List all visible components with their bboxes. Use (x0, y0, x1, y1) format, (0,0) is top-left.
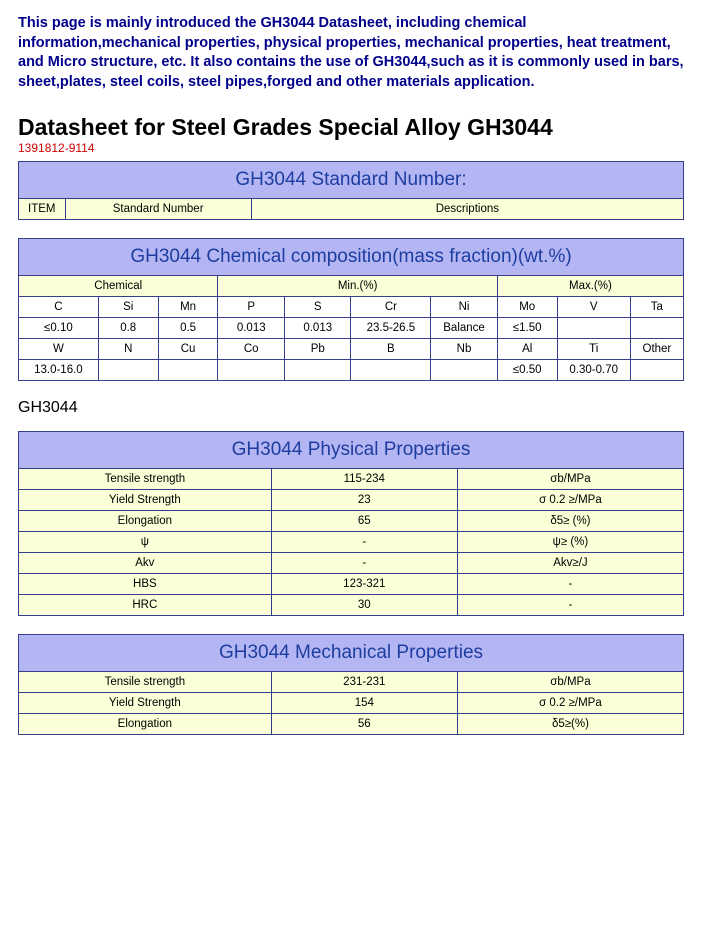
chem-group-max: Max.(%) (497, 276, 683, 297)
chem-values-row2: 13.0-16.0 ≤0.50 0.30-0.70 (19, 360, 684, 381)
chem-elements-row2: W N Cu Co Pb B Nb Al Ti Other (19, 339, 684, 360)
intro-paragraph: This page is mainly introduced the GH304… (18, 14, 684, 92)
table-row: Tensile strength231-231σb/MPa (19, 672, 684, 693)
phone-number: 1391812-9114 (18, 141, 684, 155)
table-row: Akv-Akv≥/J (19, 553, 684, 574)
material-code-label: GH3044 (18, 399, 684, 417)
mechanical-title: GH3044 Mechanical Properties (19, 635, 684, 672)
page-title: Datasheet for Steel Grades Special Alloy… (18, 114, 684, 141)
chem-values-row1: ≤0.10 0.8 0.5 0.013 0.013 23.5-26.5 Bala… (19, 318, 684, 339)
standard-number-title: GH3044 Standard Number: (19, 162, 684, 199)
table-row: HBS123-321- (19, 574, 684, 595)
chem-group-chemical: Chemical (19, 276, 218, 297)
col-descriptions: Descriptions (251, 199, 683, 220)
standard-number-table: GH3044 Standard Number: ITEM Standard Nu… (18, 161, 684, 220)
mechanical-properties-table: GH3044 Mechanical Properties Tensile str… (18, 634, 684, 735)
col-item: ITEM (19, 199, 66, 220)
table-row: Tensile strength115-234σb/MPa (19, 469, 684, 490)
col-standard-number: Standard Number (65, 199, 251, 220)
physical-properties-table: GH3044 Physical Properties Tensile stren… (18, 431, 684, 616)
table-row: Yield Strength154σ 0.2 ≥/MPa (19, 693, 684, 714)
physical-title: GH3044 Physical Properties (19, 432, 684, 469)
table-row: ψ-ψ≥ (%) (19, 532, 684, 553)
table-row: Yield Strength23σ 0.2 ≥/MPa (19, 490, 684, 511)
chemical-composition-table: GH3044 Chemical composition(mass fractio… (18, 238, 684, 381)
chemical-title: GH3044 Chemical composition(mass fractio… (19, 239, 684, 276)
table-row: HRC30- (19, 595, 684, 616)
chem-elements-row1: C Si Mn P S Cr Ni Mo V Ta (19, 297, 684, 318)
chem-group-min: Min.(%) (218, 276, 497, 297)
table-row: Elongation65δ5≥ (%) (19, 511, 684, 532)
table-row: Elongation56δ5≥(%) (19, 714, 684, 735)
